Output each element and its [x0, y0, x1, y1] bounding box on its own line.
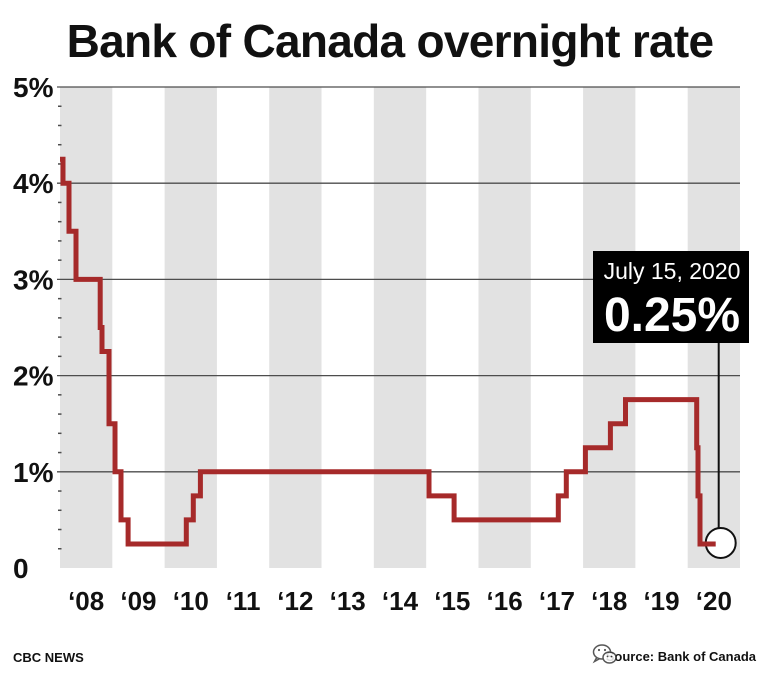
wechat-icon-eye — [610, 655, 613, 658]
y-tick-label-4: 4% — [13, 168, 54, 199]
year-band-2016 — [478, 87, 531, 568]
y-tick-label-3: 3% — [13, 264, 54, 295]
y-tick-label-0: 0 — [13, 553, 29, 584]
wechat-icon-eye — [597, 648, 601, 652]
y-axis-labels: 5% 4% 3% 2% 1% 0 — [13, 72, 54, 584]
x-tick-label-2009: ‘09 — [120, 586, 156, 616]
x-tick-label-2016: ‘16 — [487, 586, 523, 616]
annotation-value-label: 0.25% — [604, 289, 740, 342]
credit-label: CBC NEWS — [13, 650, 84, 665]
x-tick-label-2015: ‘15 — [434, 586, 470, 616]
x-tick-label-2014: ‘14 — [382, 586, 419, 616]
x-tick-label-2017: ‘17 — [539, 586, 575, 616]
x-tick-label-2013: ‘13 — [330, 586, 366, 616]
annotation-box — [593, 251, 749, 343]
year-band-2014 — [373, 87, 427, 568]
x-tick-label-2018: ‘18 — [591, 586, 627, 616]
x-tick-label-2012: ‘12 — [277, 586, 313, 616]
wechat-icon — [592, 644, 617, 664]
wechat-icon-eye — [606, 655, 609, 658]
annotation-callout: July 15, 2020 0.25% — [593, 251, 749, 343]
x-tick-label-2011: ‘11 — [226, 586, 261, 616]
x-tick-label-2019: ‘19 — [643, 586, 679, 616]
y-minor-ticks — [58, 105, 62, 550]
wechat-icon-bubble-small — [602, 651, 617, 664]
x-tick-label-2008: ‘08 — [68, 586, 104, 616]
annotation-date-label: July 15, 2020 — [604, 258, 741, 284]
series-line-overnight-rate — [60, 156, 716, 547]
y-tick-label-5: 5% — [13, 72, 54, 103]
x-tick-label-2010: ‘10 — [173, 586, 209, 616]
source-label: Source: Bank of Canada — [606, 649, 757, 664]
year-band-2012 — [269, 87, 322, 568]
wechat-icon-eye — [603, 648, 607, 652]
y-tick-label-2: 2% — [13, 361, 54, 392]
x-tick-label-2020: ‘20 — [696, 586, 732, 616]
year-band-2010 — [164, 87, 217, 568]
gridlines — [57, 86, 740, 473]
x-axis-labels: ‘08 ‘09 ‘10 ‘11 ‘12 ‘13 ‘14 ‘15 ‘16 ‘17 ‘18 ‘19 ‘20 — [68, 586, 732, 616]
y-tick-label-1: 1% — [13, 457, 54, 488]
chart-title: Bank of Canada overnight rate — [67, 15, 714, 67]
